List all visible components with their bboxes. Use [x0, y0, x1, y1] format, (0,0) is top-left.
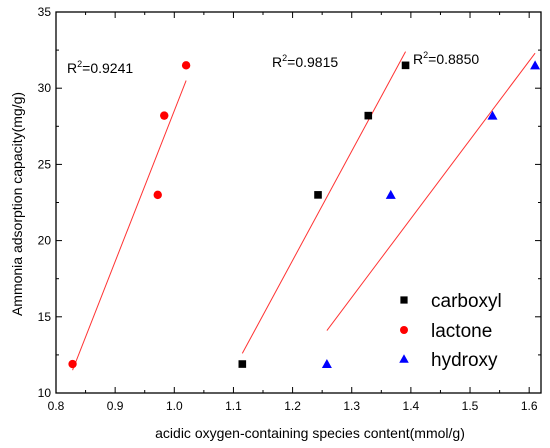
data-point-lactone	[153, 190, 162, 200]
legend-label-hydroxy: hydroxy	[431, 350, 498, 371]
legend-marker-hydroxy	[399, 354, 409, 363]
r2-annotation-lactone: R2=0.9241	[67, 59, 133, 76]
x-tick-label: 0.9	[107, 399, 124, 413]
x-tick-label: 1.4	[403, 399, 420, 413]
y-tick-label: 15	[38, 310, 52, 324]
y-tick-label: 20	[38, 234, 52, 248]
legend-label-carboxyl: carboxyl	[431, 291, 502, 312]
x-tick-label: 1.5	[462, 399, 479, 413]
data-point-lactone	[160, 111, 169, 120]
data-point-hydroxy	[321, 359, 332, 369]
legend-marker-lactone	[400, 326, 408, 334]
y-tick-label: 35	[38, 5, 52, 19]
r2-annotation-hydroxy: R2=0.8850	[413, 50, 479, 67]
r2-annotation-carboxyl: R2=0.9815	[272, 53, 338, 70]
x-tick-label: 1.6	[521, 399, 538, 413]
y-axis-ticks: 10 15 20 25 30 35	[38, 5, 541, 400]
data-point-carboxyl	[401, 61, 410, 70]
data-point-carboxyl	[238, 360, 247, 368]
data-point-lactone	[181, 61, 191, 70]
x-tick-label: 1.3	[343, 399, 360, 413]
data-point-lactone	[68, 359, 77, 369]
data-point-carboxyl	[314, 191, 322, 199]
x-axis-ticks: 0.8 0.9 1.0 1.1 1.2 1.3 1.4 1.5 1.6	[48, 12, 538, 413]
legend-label-lactone: lactone	[431, 321, 492, 342]
y-axis-title: Ammonia adsorption capacity(mg/g)	[9, 92, 25, 316]
x-tick-label: 0.8	[48, 399, 65, 413]
data-point-carboxyl	[364, 111, 373, 120]
data-point-hydroxy	[385, 189, 396, 199]
fit-line-hydroxy	[326, 52, 536, 331]
y-tick-label: 25	[38, 157, 52, 171]
data-point-hydroxy	[530, 60, 541, 70]
fit-line-carboxyl	[241, 51, 406, 354]
legend: carboxyl lactone hydroxy	[399, 291, 502, 371]
fit-lines	[72, 51, 536, 371]
legend-marker-carboxyl	[400, 296, 408, 304]
y-tick-label: 30	[38, 81, 52, 95]
r2-annotations: R2=0.9815 R2=0.9241 R2=0.8850	[67, 50, 479, 76]
x-tick-label: 1.1	[225, 399, 242, 413]
y-tick-label: 10	[38, 386, 52, 400]
x-tick-label: 1.0	[166, 399, 183, 413]
fit-line-lactone	[72, 80, 187, 371]
x-axis-title: acidic oxygen-containing species content…	[155, 425, 465, 441]
data-point-hydroxy	[487, 110, 498, 120]
data-points	[68, 60, 541, 369]
x-tick-label: 1.2	[284, 399, 301, 413]
